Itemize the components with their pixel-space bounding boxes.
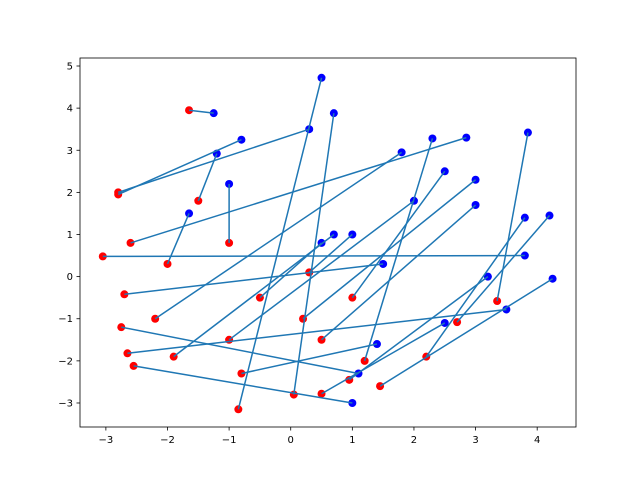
connector-line	[259, 242, 323, 299]
y-tick-label: 5	[67, 62, 73, 73]
x-tick-label: 0	[288, 435, 294, 446]
x-tick-label: 4	[534, 435, 540, 446]
y-tick-label: −2	[58, 356, 73, 367]
y-tick-label: 4	[67, 104, 73, 115]
connector-line	[127, 308, 507, 355]
connector-line	[121, 326, 359, 375]
connector-line	[237, 77, 323, 410]
connector-line	[117, 139, 242, 196]
connector-line	[348, 276, 489, 381]
x-tick-label: −3	[99, 435, 114, 446]
connector-line	[133, 365, 353, 404]
y-tick-label: 1	[67, 230, 73, 241]
connector-line	[130, 136, 467, 244]
y-tick-label: 0	[67, 272, 73, 283]
connector-line	[228, 200, 415, 341]
x-tick-label: −2	[160, 435, 175, 446]
connector-line	[166, 213, 190, 265]
connector-line	[188, 109, 214, 114]
connector-line	[379, 278, 553, 387]
connector-line	[351, 170, 446, 299]
x-tick-label: 2	[411, 435, 417, 446]
y-tick-label: −3	[58, 398, 73, 409]
x-tick-label: 1	[349, 435, 355, 446]
y-tick-label: −1	[58, 314, 73, 325]
connector-line	[124, 263, 384, 296]
y-tick-label: 3	[67, 146, 73, 157]
y-tick-label: 2	[67, 188, 73, 199]
connector-line	[308, 233, 353, 273]
connector-line	[496, 132, 529, 302]
connector-line	[321, 322, 446, 395]
connector-line	[363, 138, 434, 362]
connector-line	[321, 204, 477, 341]
axes-frame	[79, 57, 577, 428]
x-tick-label: −1	[222, 435, 237, 446]
connector-line	[293, 113, 335, 395]
plot-area	[98, 73, 557, 414]
x-tick-label: 3	[472, 435, 478, 446]
connector-line	[154, 151, 403, 320]
connector-line	[302, 179, 477, 320]
connector-line	[197, 153, 218, 202]
connector-line	[241, 343, 378, 375]
